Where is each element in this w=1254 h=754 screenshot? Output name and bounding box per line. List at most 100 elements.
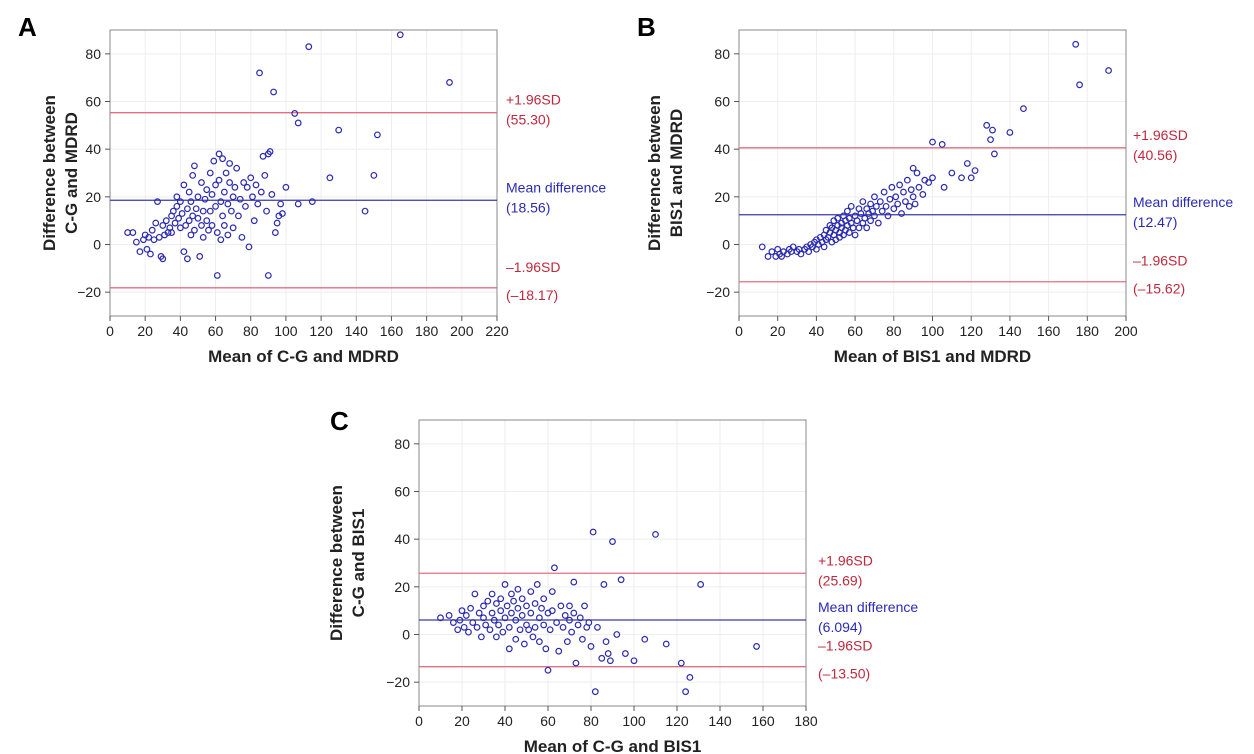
- data-point: [527, 609, 535, 617]
- data-point: [915, 183, 923, 191]
- upper-label: +1.96SD: [1133, 127, 1188, 143]
- data-point: [902, 198, 909, 206]
- plot-frame: [109, 29, 498, 317]
- data-point: [501, 581, 509, 588]
- x-tick-label: 80: [583, 713, 599, 729]
- data-point: [878, 207, 886, 215]
- x-tick-label: 160: [751, 713, 775, 729]
- data-point: [847, 202, 855, 210]
- data-point: [132, 238, 140, 246]
- x-tick-label: 100: [274, 323, 298, 339]
- data-point: [217, 236, 225, 244]
- lower-label: –1.96SD: [506, 259, 560, 275]
- data-point: [531, 600, 539, 607]
- data-point: [361, 207, 369, 215]
- data-point: [900, 188, 907, 196]
- data-point: [989, 126, 996, 134]
- data-point: [598, 654, 606, 662]
- data-point: [958, 174, 965, 182]
- data-point: [527, 588, 535, 595]
- x-tick-label: 160: [1037, 323, 1061, 339]
- data-point: [805, 248, 813, 256]
- data-point: [859, 198, 867, 206]
- y-tick-label: −20: [386, 674, 410, 690]
- x-tick-label: 80: [886, 323, 902, 339]
- y-axis-label-c: C-G and BIS1: [349, 509, 368, 618]
- x-tick-label: 20: [770, 323, 786, 339]
- data-point: [180, 248, 188, 256]
- data-point: [884, 212, 892, 220]
- data-point: [484, 597, 492, 605]
- x-tick-label: 180: [794, 713, 818, 729]
- data-point: [227, 207, 235, 215]
- data-point: [896, 181, 904, 189]
- data-point: [268, 191, 276, 198]
- data-point: [677, 659, 685, 667]
- data-point: [224, 200, 232, 208]
- mean-value-label: (6.094): [818, 619, 862, 635]
- data-point: [475, 609, 483, 617]
- data-point: [1076, 81, 1083, 89]
- data-point: [454, 626, 462, 634]
- data-point: [189, 212, 197, 220]
- x-tick-label: 60: [540, 713, 556, 729]
- y-tick-label: 60: [714, 94, 730, 110]
- data-point: [555, 647, 563, 655]
- data-point: [518, 595, 526, 603]
- x-axis-label-c: Mean of C-G and BIS1: [524, 737, 702, 754]
- data-point: [173, 193, 181, 201]
- data-point: [266, 148, 274, 155]
- data-point: [233, 164, 241, 172]
- data-point: [249, 193, 256, 201]
- data-point: [229, 224, 237, 232]
- data-point: [469, 619, 477, 626]
- data-point: [196, 253, 204, 260]
- data-point: [482, 621, 490, 629]
- data-point: [465, 628, 472, 636]
- data-point: [963, 160, 971, 167]
- mean-label: Mean difference: [818, 599, 918, 615]
- x-tick-label: 120: [960, 323, 984, 339]
- data-point: [662, 640, 670, 648]
- data-point: [874, 219, 882, 227]
- data-point: [335, 126, 343, 134]
- y-axis-label-c: Difference between: [327, 485, 346, 641]
- data-point: [477, 633, 485, 641]
- data-point: [199, 233, 207, 241]
- data-point: [591, 688, 599, 696]
- data-point: [178, 210, 186, 217]
- data-point: [938, 140, 946, 148]
- data-point: [570, 578, 578, 586]
- data-point: [458, 607, 466, 615]
- x-tick-label: 120: [665, 713, 689, 729]
- data-point: [271, 229, 279, 236]
- lower-label: –1.96SD: [818, 638, 872, 654]
- data-point: [282, 183, 290, 191]
- x-tick-label: 200: [450, 323, 474, 339]
- data-point: [697, 581, 705, 588]
- data-point: [159, 222, 167, 229]
- data-point: [585, 619, 593, 626]
- data-point: [503, 602, 511, 610]
- data-point: [219, 155, 226, 163]
- data-point: [890, 205, 898, 213]
- data-point: [622, 650, 629, 657]
- data-point: [446, 79, 453, 86]
- data-point: [630, 657, 638, 665]
- data-point: [305, 43, 313, 51]
- data-point: [536, 638, 543, 646]
- lower-value-label: (–15.62): [1133, 281, 1185, 297]
- data-point: [925, 179, 933, 186]
- data-point: [886, 195, 894, 203]
- upper-value-label: (55.30): [506, 112, 550, 128]
- data-point: [205, 226, 212, 234]
- x-tick-label: 180: [1076, 323, 1100, 339]
- data-point: [191, 226, 198, 234]
- data-point: [155, 233, 163, 241]
- data-point: [540, 595, 548, 603]
- data-point: [594, 623, 601, 631]
- data-point: [147, 250, 154, 258]
- data-point: [238, 233, 246, 241]
- y-tick-label: −20: [706, 284, 730, 300]
- data-point: [247, 174, 255, 182]
